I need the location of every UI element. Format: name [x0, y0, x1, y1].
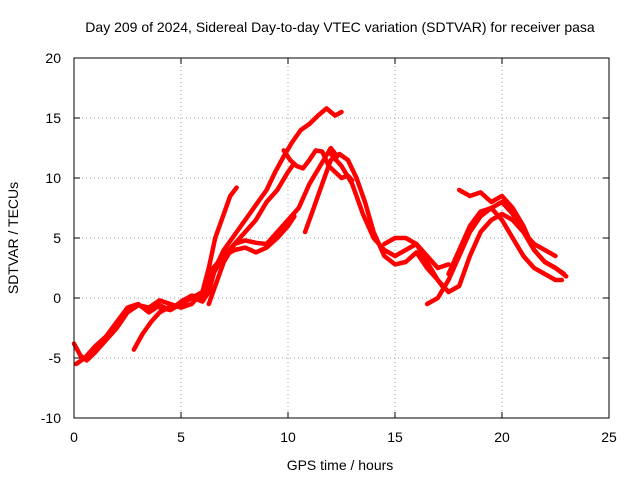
series-line-satellite-arc-6	[281, 148, 355, 183]
x-tick-label: 25	[601, 429, 617, 445]
series-line-satellite-arc-7	[302, 151, 445, 289]
x-tick-label: 20	[494, 429, 510, 445]
x-tick-labels: 0 5 10 15 20 25	[70, 429, 617, 445]
chart-title: Day 209 of 2024, Sidereal Day-to-day VTE…	[85, 19, 595, 35]
x-tick-label: 0	[70, 429, 78, 445]
y-axis-label: SDTVAR / TECUs	[5, 182, 21, 294]
series-line-satellite-arc-8	[328, 151, 451, 271]
series-line-satellite-arc-4	[157, 185, 239, 313]
y-tick-label: 20	[45, 50, 61, 66]
series-line-satellite-arc-5	[206, 163, 295, 307]
y-tick-label: 10	[45, 170, 61, 186]
x-tick-label: 5	[177, 429, 185, 445]
series-line-satellite-arc-2	[73, 214, 297, 367]
data-series-group	[71, 106, 569, 367]
plot-frame	[73, 57, 610, 419]
y-tick-labels: -10 -5 0 5 10 15 20	[41, 50, 61, 426]
y-tick-label: 15	[45, 110, 61, 126]
series-line-satellite-arc-3	[131, 106, 344, 352]
x-tick-label: 15	[387, 429, 403, 445]
x-tick-label: 10	[280, 429, 296, 445]
x-axis-label: GPS time / hours	[287, 457, 394, 473]
series-line-satellite-arc-12	[446, 205, 565, 283]
y-tick-label: 0	[53, 290, 61, 306]
y-tick-label: -5	[49, 350, 62, 366]
series-line-satellite-arc-11	[456, 187, 567, 277]
y-tick-label: -10	[41, 410, 61, 426]
y-tick-label: 5	[53, 230, 61, 246]
